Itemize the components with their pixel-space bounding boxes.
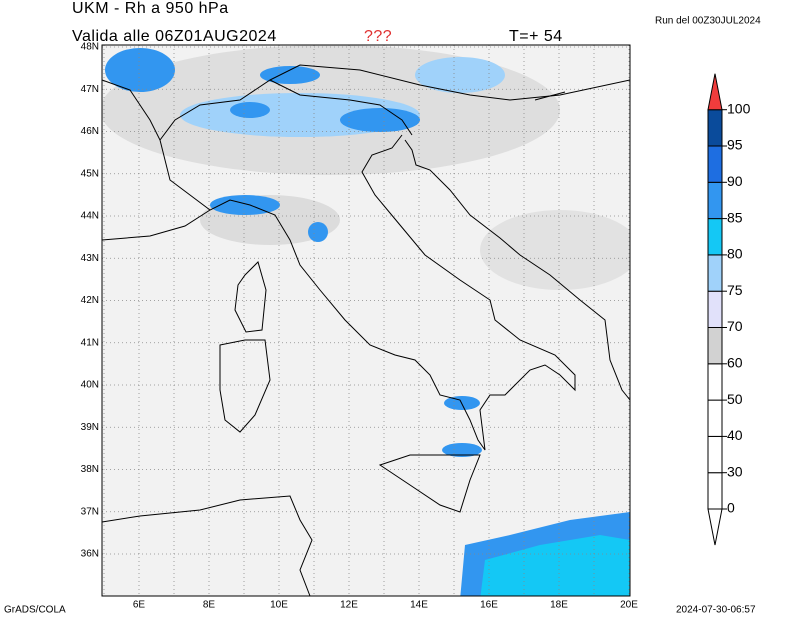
coastline [102,495,313,596]
colorbar-segment [707,145,723,183]
valid-time: Valida alle 06Z01AUG2024 [72,28,277,45]
field [102,45,630,596]
colorbar-segment [707,435,723,474]
colorbar-label: 70 [727,318,743,334]
colorbar-segment [707,327,723,365]
coastline [219,339,271,433]
lat-label: 48N [81,42,99,53]
colorbar-label: 90 [727,173,743,189]
lat-label: 44N [81,211,99,222]
forecast-step: T=+ 54 [509,28,563,45]
lat-label: 37N [81,506,99,517]
lat-label: 43N [81,253,99,264]
lat-label: 40N [81,380,99,391]
lat-label: 41N [81,337,99,348]
colorbar-segment [707,254,723,292]
humidity-area [308,222,328,242]
colorbar-label: 85 [727,209,743,225]
humidity-area [442,443,482,457]
colorbar-label: 100 [727,100,751,116]
colorbar-segment [707,73,723,111]
colorbar-segment [707,399,723,437]
lat-label: 47N [81,84,99,95]
colorbar-segment [707,181,723,220]
map-frame [101,44,631,597]
colorbar-label: 60 [727,355,743,371]
lon-label: 16E [480,600,498,611]
lake [534,91,566,101]
map-title: UKM - Rh a 950 hPa [72,0,229,17]
lat-label: 42N [81,295,99,306]
lat-label: 36N [81,549,99,560]
grid-lines [102,45,630,596]
colorbar-segment [707,472,723,510]
humidity-area [260,66,320,84]
lat-label: 45N [81,168,99,179]
colorbar-segment [707,290,723,329]
colorbar-label: 0 [727,500,735,516]
coastline [378,454,481,513]
colorbar-segment [707,363,723,401]
coastline [234,261,267,333]
coastlines [102,64,630,596]
coastline [102,134,576,451]
footer-left: GrADS/COLA [4,605,66,616]
humidity-area [340,108,420,132]
coastline [404,139,630,401]
lon-label: 12E [340,600,358,611]
colorbar-label: 40 [727,427,743,443]
humidity-area [105,48,175,92]
lon-label: 10E [270,600,288,611]
run-info: Run del 00Z30JUL2024 [655,16,761,27]
lat-label: 39N [81,422,99,433]
lon-label: 14E [410,600,428,611]
lat-label: 38N [81,464,99,475]
colorbar-segment [707,508,723,546]
colorbar-label: 50 [727,391,743,407]
lon-label: 20E [620,600,638,611]
colorbar-label: 80 [727,246,743,262]
flag: ??? [364,28,392,45]
lon-label: 6E [133,600,146,611]
colorbar-segment [707,109,723,147]
colorbar-label: 75 [727,282,743,298]
humidity-area [480,535,630,596]
lon-label: 8E [203,600,216,611]
lon-label: 18E [550,600,568,611]
humidity-area [230,102,270,118]
colorbar-segment [707,218,723,256]
colorbar-label: 95 [727,137,743,153]
lat-label: 46N [81,126,99,137]
footer-right: 2024-07-30-06:57 [676,605,756,616]
humidity-area [415,57,505,93]
humidity-area [480,210,630,290]
colorbar-label: 30 [727,463,743,479]
colorbar: 0 30 40 50 60 70 75 80 85 90 95 100 [707,73,751,546]
